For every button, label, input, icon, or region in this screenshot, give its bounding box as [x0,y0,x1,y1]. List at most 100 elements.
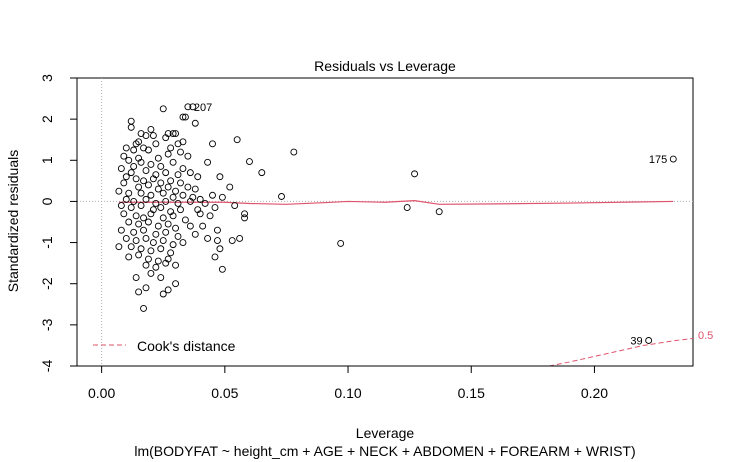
data-point [199,222,207,230]
data-point [179,191,187,199]
model-formula: lm(BODYFAT ~ height_cm + AGE + NECK + AB… [134,443,635,459]
data-point [186,222,194,230]
data-point [162,259,170,267]
data-point [130,197,138,205]
data-point [191,119,199,127]
data-point [172,280,180,288]
data-point [172,224,180,232]
data-point [145,255,152,263]
data-point [196,195,204,203]
data-point [122,173,130,181]
data-point [174,171,182,179]
data-point [184,152,192,160]
x-tick-label: 0.00 [88,385,115,401]
data-point [211,253,219,261]
data-point [164,286,172,294]
data-point [172,130,180,137]
data-point [241,210,249,218]
data-point [411,170,419,178]
data-point [147,269,155,277]
data-point [145,181,152,189]
data-point [137,130,145,137]
data-point [157,274,165,281]
data-point [191,230,199,238]
data-point [169,158,177,166]
data-point [164,220,172,228]
data-point [152,263,160,271]
data-point [132,237,140,244]
data-point [127,243,135,251]
x-axis-label: Leverage [356,425,415,441]
data-point [191,185,199,193]
data-point [246,158,253,165]
data-point [645,337,653,344]
cooks-contour-label: 0.5 [698,330,713,342]
y-tick-label: -1 [39,236,55,249]
y-tick-label: 3 [39,74,55,82]
data-point [122,235,130,242]
data-point [142,235,150,242]
data-point [140,304,147,312]
data-point [132,175,140,183]
data-point [278,193,285,200]
data-point [189,103,197,111]
data-points [115,103,677,344]
data-point [179,165,187,172]
cooks-distance-curve [547,337,693,366]
data-point [145,218,152,226]
data-point [337,239,345,247]
cooks-distance-contour [547,337,693,366]
data-point [211,204,219,212]
data-point [147,160,155,168]
data-point [196,210,204,218]
data-point [132,274,140,281]
data-point [154,222,162,230]
data-point [233,136,241,144]
data-point [147,247,155,255]
data-point [125,218,133,226]
smoother-curve [118,200,674,205]
data-point [216,173,224,181]
data-point [177,148,184,156]
data-point [179,113,187,121]
data-point [140,177,147,185]
data-point [142,195,150,203]
data-point [172,261,180,269]
data-point [164,183,172,191]
data-point [125,156,133,164]
data-point [216,245,224,253]
smoother-line [118,200,674,205]
data-point [236,235,244,242]
data-point [140,226,147,234]
data-point [115,187,123,195]
legend-label: Cook's distance [137,338,236,354]
data-point [127,117,135,125]
data-point [162,169,170,177]
data-point [157,204,165,212]
data-point [228,237,236,244]
data-point [135,183,143,191]
data-point [149,132,157,140]
data-point [177,206,184,214]
data-point [159,214,167,222]
chart-title: Residuals vs Leverage [314,58,456,74]
point-label: 175 [649,154,667,166]
data-point [115,243,123,251]
data-point [669,155,677,163]
data-point [120,179,128,187]
y-tick-label: 0 [39,197,55,205]
data-point [218,265,226,273]
data-point [169,193,177,201]
data-point [127,169,135,177]
data-point [186,197,194,205]
data-point [159,189,167,197]
data-point [120,152,128,160]
y-tick-label: -3 [39,318,55,331]
data-point [174,200,182,207]
data-point [137,158,145,166]
data-point [135,288,143,296]
data-point [145,146,152,154]
data-point [157,163,165,170]
data-point [152,230,160,238]
data-point [142,167,150,175]
